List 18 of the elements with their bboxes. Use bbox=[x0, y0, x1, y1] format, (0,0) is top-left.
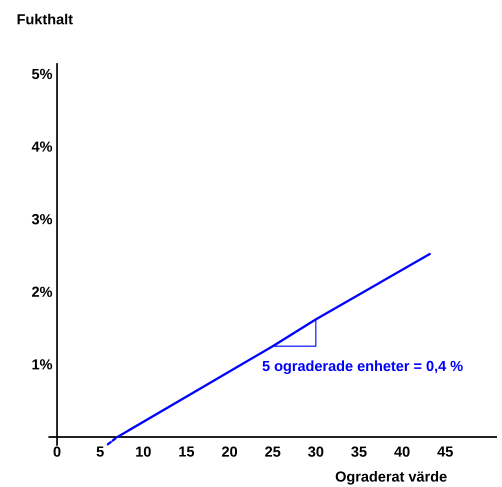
y-tick-label: 5% bbox=[32, 68, 52, 80]
x-tick-label: 30 bbox=[308, 446, 324, 457]
y-tick-label: 3% bbox=[32, 214, 52, 224]
x-tick-label: 10 bbox=[136, 446, 151, 457]
x-tick-label: 5 bbox=[96, 446, 104, 457]
x-tick-label: 20 bbox=[222, 446, 238, 457]
x-tick-label: 40 bbox=[394, 446, 410, 457]
x-tick-label: 25 bbox=[265, 446, 280, 457]
y-tick-label: 1% bbox=[32, 359, 52, 370]
x-axis-title: Ograderat värde bbox=[336, 471, 447, 485]
y-axis-title: Fukthalt bbox=[18, 14, 73, 24]
y-tick-label: 4% bbox=[32, 141, 52, 152]
x-tick-label: 35 bbox=[351, 446, 367, 457]
annotation: 5 ograderade enheter = 0,4 % bbox=[262, 360, 463, 374]
x-tick-label: 15 bbox=[179, 446, 194, 457]
x-tick-label: 0 bbox=[54, 446, 60, 457]
y-tick-label: 2% bbox=[32, 286, 52, 297]
x-tick-label: 45 bbox=[437, 446, 453, 457]
